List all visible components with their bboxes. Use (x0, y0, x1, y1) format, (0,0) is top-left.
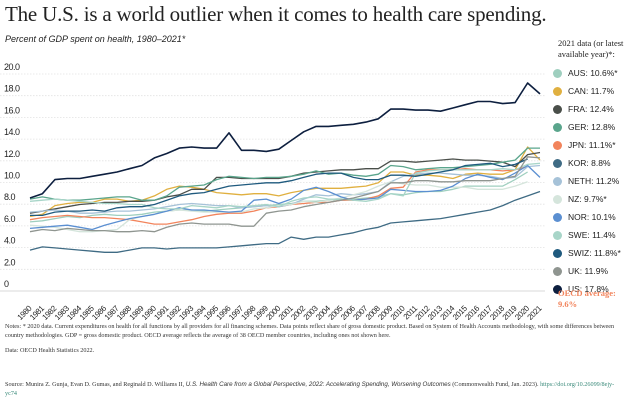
series-line-aus (29, 171, 528, 223)
source-citation: Source: Munira Z. Gunja, Evan D. Gumas, … (5, 380, 625, 398)
legend-label: US: 17.8% (568, 284, 609, 294)
legend-dot-icon (553, 86, 562, 96)
series-line-kor (29, 190, 541, 253)
legend-label: JPN: 11.1%* (568, 140, 616, 150)
y-tick-label: 6.0 (4, 214, 16, 224)
legend-dot-icon (553, 158, 562, 168)
series-line-nz (29, 181, 528, 233)
legend-label: UK: 11.9% (568, 266, 609, 276)
oecd-average-label: OECD average: (558, 288, 616, 298)
legend-item-us: US: 17.8% (553, 280, 621, 298)
y-tick-label: 20.0 (4, 62, 20, 72)
legend-dot-icon (553, 68, 562, 78)
legend-item-ger: GER: 12.8% (553, 118, 621, 136)
legend-dot-icon (553, 194, 562, 204)
y-tick-label: 4.0 (4, 236, 16, 246)
y-tick-label: 18.0 (4, 84, 20, 94)
legend-dot-icon (553, 212, 562, 222)
legend-dot-icon (553, 248, 562, 258)
y-tick-label: 0 (4, 279, 9, 289)
series-line-swiz (30, 158, 528, 217)
legend-label: FRA: 12.4% (568, 104, 614, 114)
series-line-uk (29, 156, 541, 233)
legend-item-swiz: SWIZ: 11.8%* (553, 244, 621, 262)
oecd-average-value: 9.6% (558, 299, 578, 309)
y-tick-label: 16.0 (4, 105, 20, 115)
legend-item-swe: SWE: 11.4% (553, 226, 621, 244)
line-chart: 0 2.0 4.0 6.0 8.0 10.0 12.0 14.0 16.0 18.0 20.0 19… (0, 62, 545, 320)
legend-item-neth: NETH: 11.2% (553, 172, 621, 190)
y-tick-label: 2.0 (4, 257, 16, 267)
chart-notes: Notes: * 2020 data. Current expenditures… (5, 323, 615, 339)
series-line-ger (29, 147, 540, 201)
source-suffix: (Commonwealth Fund, Jan. 2023). (450, 381, 541, 388)
legend-item-kor: KOR: 8.8% (553, 154, 621, 172)
legend-label: AUS: 10.6%* (568, 68, 618, 78)
legend-item-can: CAN: 11.7% (553, 82, 621, 100)
legend-item-nz: NZ: 9.7%* (553, 190, 621, 208)
data-source: Data: OECD Health Statistics 2022. (5, 347, 95, 354)
legend-dot-icon (553, 266, 562, 276)
y-tick-label: 14.0 (4, 127, 20, 137)
legend-item-nor: NOR: 10.1% (553, 208, 621, 226)
legend-dot-icon (553, 122, 562, 132)
y-axis-ticks: 0 2.0 4.0 6.0 8.0 10.0 12.0 14.0 16.0 18.0 20.0 (4, 62, 21, 289)
legend-label: KOR: 8.8% (568, 158, 611, 168)
legend: AUS: 10.6%* CAN: 11.7% FRA: 12.4% GER: 12.8… (553, 64, 621, 298)
legend-item-uk: UK: 11.9% (553, 262, 621, 280)
legend-label: SWIZ: 11.8%* (568, 248, 621, 258)
legend-item-aus: AUS: 10.6%* (553, 64, 621, 82)
y-tick-label: 10.0 (4, 171, 20, 181)
source-doi-link[interactable]: https://doi.org/10.26099/8ejy-yc74 (5, 381, 615, 397)
legend-title: 2021 data (or latest available year)*: (558, 38, 624, 59)
legend-label: NOR: 10.1% (568, 212, 616, 222)
legend-dot-icon (553, 104, 562, 114)
series-line-neth (29, 164, 541, 214)
source-prefix: Source: Munira Z. Gunja, Evan D. Gumas, … (5, 381, 186, 388)
legend-label: NETH: 11.2% (568, 176, 620, 186)
source-title: U.S. Health Care from a Global Perspecti… (185, 381, 451, 388)
series-lines (29, 82, 541, 253)
series-line-us (29, 82, 541, 199)
legend-label: CAN: 11.7% (568, 86, 615, 96)
chart-title: The U.S. is a world outlier when it come… (5, 2, 547, 26)
legend-label: GER: 12.8% (568, 122, 616, 132)
legend-dot-icon (553, 284, 562, 294)
legend-item-fra: FRA: 12.4% (553, 100, 621, 118)
legend-dot-icon (553, 176, 562, 186)
y-tick-label: 8.0 (4, 192, 16, 202)
legend-label: SWE: 11.4% (568, 230, 616, 240)
legend-label: NZ: 9.7%* (568, 194, 607, 204)
y-tick-label: 12.0 (4, 149, 20, 159)
legend-item-jpn: JPN: 11.1%* (553, 136, 621, 154)
series-line-swe (29, 162, 541, 210)
legend-dot-icon (553, 230, 562, 240)
oecd-average: OECD average: 9.6% (558, 288, 628, 310)
series-line-nor (29, 164, 541, 231)
series-line-can (29, 146, 541, 218)
chart-subtitle: Percent of GDP spent on health, 1980–202… (5, 34, 186, 44)
legend-dot-icon (553, 140, 562, 150)
x-tick-label: 2021 (526, 303, 544, 320)
x-axis-ticks: 1980198119821983198419851986198719881989… (16, 303, 544, 320)
